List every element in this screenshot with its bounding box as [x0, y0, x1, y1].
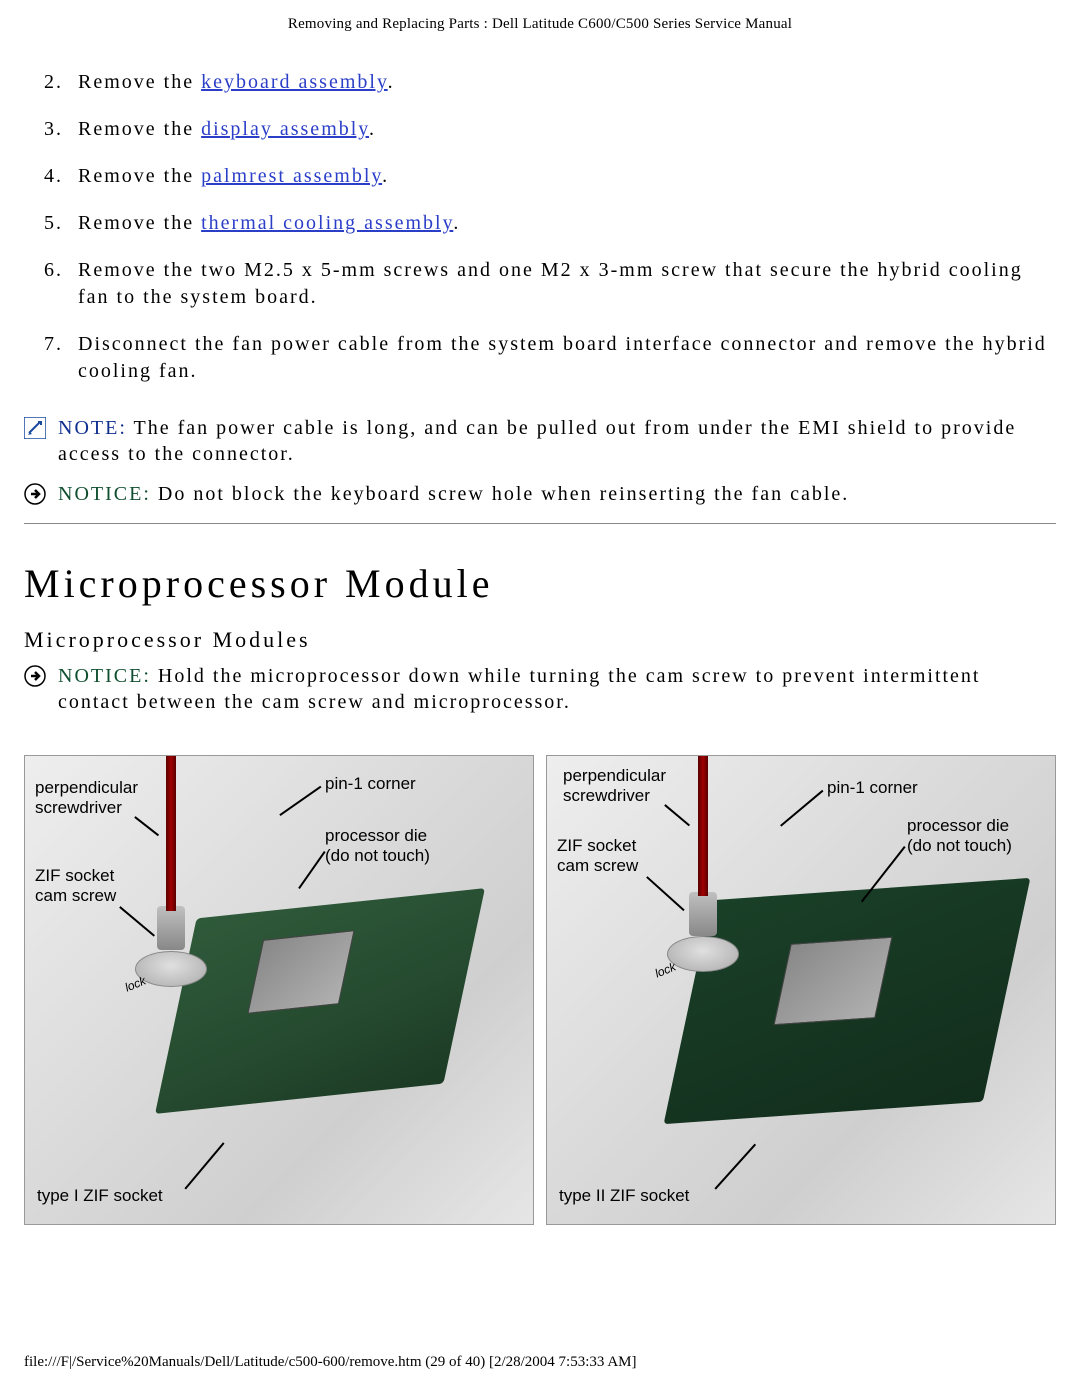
notice-label: NOTICE: [58, 665, 151, 687]
step-body: Remove the thermal cooling assembly. [78, 210, 1056, 237]
page: Removing and Replacing Parts : Dell Lati… [0, 0, 1080, 1397]
callout-socket-type: type I ZIF socket [37, 1186, 163, 1206]
processor-die [773, 937, 892, 1026]
keyboard-assembly-link[interactable]: keyboard assembly [201, 71, 388, 93]
step-suffix: . [382, 165, 389, 187]
screwdriver-ferrule [157, 906, 185, 950]
callout-processor-die: processor die (do not touch) [325, 826, 430, 865]
step-item: 4. Remove the palmrest assembly. [44, 163, 1056, 190]
step-suffix: . [388, 71, 395, 93]
notice-body: Hold the microprocessor down while turni… [58, 665, 981, 713]
callout-line [135, 816, 160, 836]
notice-text: NOTICE: Hold the microprocessor down whi… [58, 663, 1056, 715]
step-body: Remove the keyboard assembly. [78, 69, 1056, 96]
section-title: Microprocessor Module [24, 560, 1056, 607]
step-prefix: Remove the [78, 212, 201, 234]
note-icon [24, 417, 46, 439]
step-number: 3. [44, 116, 78, 143]
callout-line [299, 851, 326, 889]
step-prefix: Remove the [78, 71, 201, 93]
notice-block: NOTICE: Do not block the keyboard screw … [24, 481, 1056, 507]
callout-socket-type: type II ZIF socket [559, 1186, 689, 1206]
notice-block: NOTICE: Hold the microprocessor down whi… [24, 663, 1056, 715]
callout-pin1-corner: pin-1 corner [325, 774, 416, 794]
callout-line [646, 876, 684, 911]
step-suffix: . [369, 118, 376, 140]
screwdriver-shaft [166, 755, 176, 911]
step-number: 4. [44, 163, 78, 190]
page-footer: file:///F|/Service%20Manuals/Dell/Latitu… [24, 1354, 636, 1371]
step-number: 7. [44, 331, 78, 385]
callout-line [665, 804, 690, 826]
step-item: 2. Remove the keyboard assembly. [44, 69, 1056, 96]
notice-icon [24, 483, 46, 505]
screwdriver-shaft [698, 755, 708, 896]
palmrest-assembly-link[interactable]: palmrest assembly [201, 165, 382, 187]
step-item: 7. Disconnect the fan power cable from t… [44, 331, 1056, 385]
step-body: Remove the two M2.5 x 5-mm screws and on… [78, 257, 1056, 311]
callout-perpendicular-screwdriver: perpendicular screwdriver [35, 778, 138, 817]
step-number: 2. [44, 69, 78, 96]
page-header: Removing and Replacing Parts : Dell Lati… [24, 0, 1056, 45]
footer-text: file:///F|/Service%20Manuals/Dell/Latitu… [24, 1354, 636, 1370]
screwdriver-ferrule [689, 892, 717, 936]
figure-type1-zif: perpendicular screwdriver ZIF socket cam… [24, 755, 534, 1225]
step-list: 2. Remove the keyboard assembly. 3. Remo… [44, 69, 1056, 385]
step-suffix: . [453, 212, 460, 234]
callout-zif-cam-screw: ZIF socket cam screw [35, 866, 116, 905]
notice-body: Do not block the keyboard screw hole whe… [151, 483, 849, 505]
callout-line [120, 906, 155, 936]
callout-line [184, 1142, 224, 1189]
step-number: 5. [44, 210, 78, 237]
page-header-text: Removing and Replacing Parts : Dell Lati… [288, 16, 792, 32]
callout-line [714, 1144, 755, 1190]
callout-lock-label: lock [653, 961, 678, 982]
section-divider [24, 523, 1056, 524]
figures-row: perpendicular screwdriver ZIF socket cam… [24, 755, 1056, 1225]
note-block: NOTE: The fan power cable is long, and c… [24, 415, 1056, 467]
thermal-cooling-assembly-link[interactable]: thermal cooling assembly [201, 212, 453, 234]
note-body: The fan power cable is long, and can be … [58, 417, 1016, 465]
notice-icon [24, 665, 46, 687]
display-assembly-link[interactable]: display assembly [201, 118, 369, 140]
note-label: NOTE: [58, 417, 127, 439]
figure-type2-zif: perpendicular screwdriver ZIF socket cam… [546, 755, 1056, 1225]
cam-screw-disc [667, 936, 739, 972]
step-item: 6. Remove the two M2.5 x 5-mm screws and… [44, 257, 1056, 311]
subsection-title: Microprocessor Modules [24, 627, 1056, 653]
step-item: 3. Remove the display assembly. [44, 116, 1056, 143]
step-prefix: Remove the [78, 165, 201, 187]
note-text: NOTE: The fan power cable is long, and c… [58, 415, 1056, 467]
callout-line [780, 790, 823, 827]
notice-label: NOTICE: [58, 483, 151, 505]
callout-lock-label: lock [123, 975, 148, 996]
notice-text: NOTICE: Do not block the keyboard screw … [58, 481, 849, 507]
callout-perpendicular-screwdriver: perpendicular screwdriver [563, 766, 666, 805]
callout-processor-die: processor die (do not touch) [907, 816, 1012, 855]
callout-line [280, 786, 322, 816]
step-number: 6. [44, 257, 78, 311]
step-body: Remove the palmrest assembly. [78, 163, 1056, 190]
callout-pin1-corner: pin-1 corner [827, 778, 918, 798]
step-body: Disconnect the fan power cable from the … [78, 331, 1056, 385]
step-prefix: Remove the [78, 118, 201, 140]
step-item: 5. Remove the thermal cooling assembly. [44, 210, 1056, 237]
step-body: Remove the display assembly. [78, 116, 1056, 143]
callout-zif-cam-screw: ZIF socket cam screw [557, 836, 638, 875]
processor-die [247, 930, 354, 1014]
